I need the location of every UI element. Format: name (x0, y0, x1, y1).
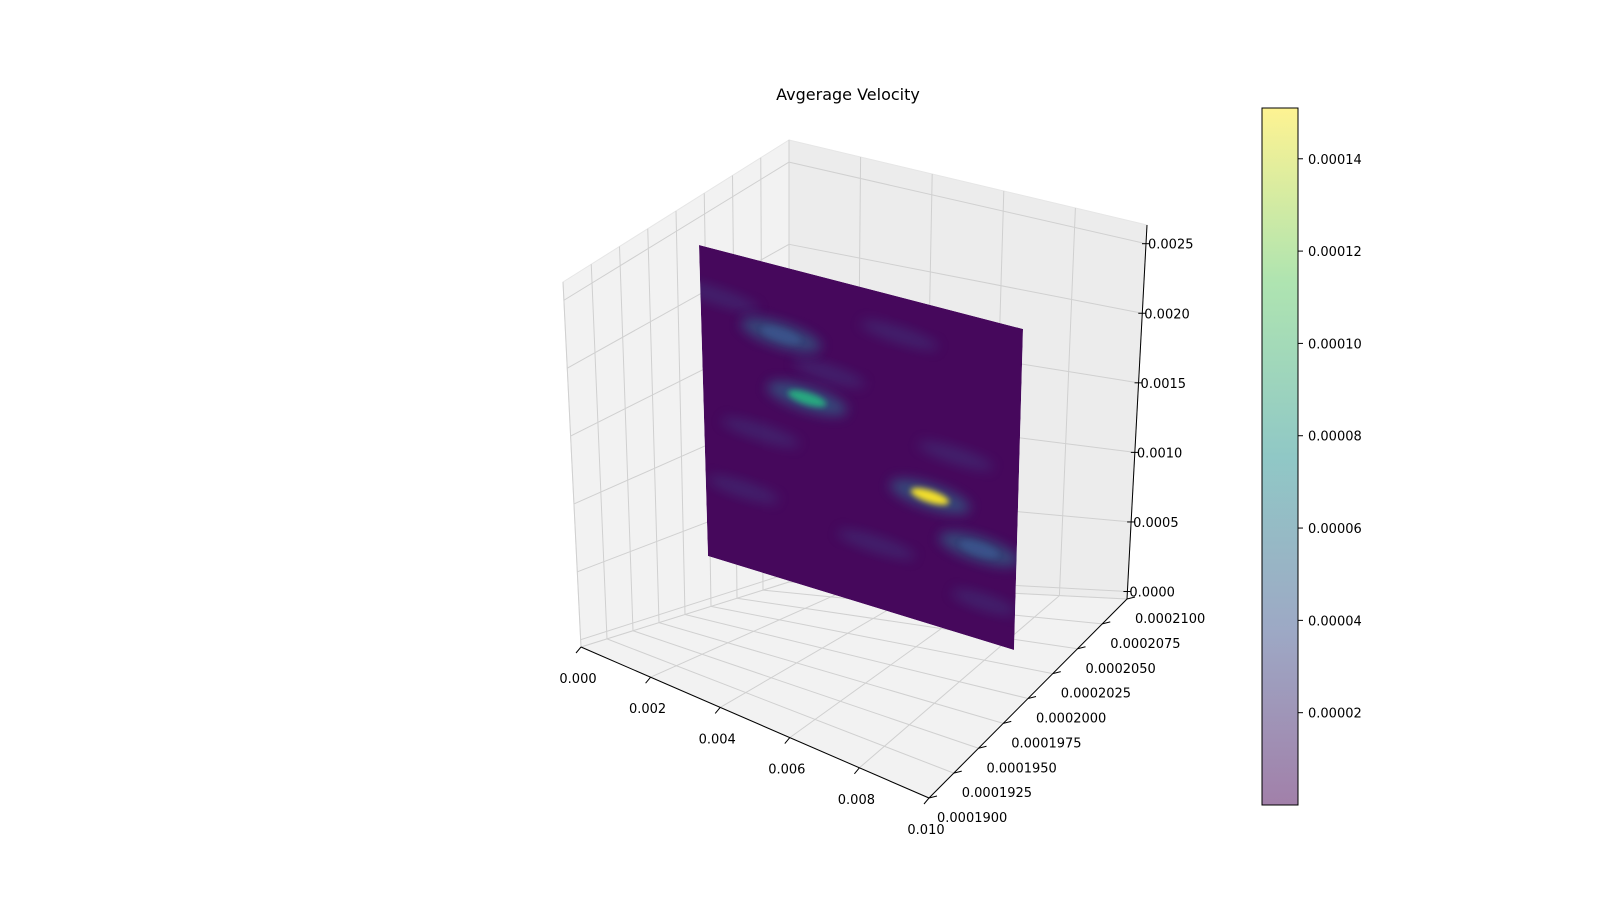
colorbar-tick-label: 0.00014 (1308, 153, 1362, 168)
chart-title: Avgerage Velocity (776, 85, 920, 104)
z-tick-label: 0.0015 (1141, 377, 1187, 392)
colorbar-gradient (1262, 108, 1298, 805)
y-tick-mark (978, 745, 987, 749)
x-tick-label: 0.010 (907, 823, 944, 838)
y-tick-mark (928, 795, 938, 799)
grid-line-y (684, 614, 1029, 699)
y-tick-mark (1003, 720, 1012, 724)
z-tick-label: 0.0010 (1137, 446, 1183, 461)
grid-line-z-left (580, 572, 790, 641)
grid-line-y-left (619, 246, 634, 631)
x-axis-line (580, 646, 930, 799)
y-tick-mark (1126, 596, 1136, 600)
y-tick-label: 0.0002050 (1086, 662, 1156, 677)
surface-streak (707, 475, 779, 504)
x-tick-mark (575, 646, 582, 654)
y-tick-mark (1102, 621, 1111, 625)
x-tick-mark (714, 707, 721, 714)
colorbar-tick-label: 0.00002 (1308, 707, 1362, 722)
y-tick-mark (1027, 696, 1037, 699)
surface-streak (918, 441, 994, 471)
y-tick-label: 0.0002075 (1110, 637, 1180, 652)
y-tick-label: 0.0001975 (1011, 736, 1081, 751)
z-axis-line (1126, 224, 1148, 600)
z-tick-label: 0.0025 (1148, 238, 1194, 253)
surface-hotspot (910, 487, 950, 505)
grid-line-y-left (590, 264, 608, 639)
colorbar-tick-label: 0.00004 (1308, 614, 1362, 629)
z-tick-label: 0.0020 (1144, 307, 1190, 322)
z-axis-ticks: 0.0000 0.0005 0.0010 0.0015 0.0020 0.0025 (1123, 238, 1194, 601)
grid-line-z-back (788, 161, 1147, 245)
z-tick-label: 0.0000 (1129, 586, 1175, 601)
y-tick-label: 0.0001950 (987, 761, 1057, 776)
grid-line-y (606, 638, 954, 774)
colorbar-tick-label: 0.00008 (1308, 430, 1362, 445)
colorbar: 0.00002 0.00004 0.00006 0.00008 0.00010 0.000… (1261, 107, 1362, 806)
x-axis-ticks: 0.000 0.002 0.004 0.006 0.008 0.010 (559, 646, 945, 838)
y-tick-mark (953, 770, 962, 774)
surface-streak (793, 359, 865, 387)
surface-hotspot (960, 540, 999, 558)
x-tick-mark (784, 737, 791, 744)
x-tick-label: 0.004 (699, 732, 736, 747)
x-tick-label: 0.006 (768, 763, 805, 778)
colorbar-tick-label: 0.00012 (1308, 245, 1362, 260)
x-tick-label: 0.000 (559, 672, 596, 687)
grid-line-z-left (563, 161, 790, 301)
grid-line-y-left (647, 228, 660, 623)
z-tick-label: 0.0005 (1133, 516, 1179, 531)
surface-hotspot (761, 326, 801, 344)
y-tick-mark (1077, 646, 1086, 650)
grid-line-y (710, 605, 1053, 675)
surface-streak (860, 320, 939, 350)
colorbar-tick-label: 0.00010 (1308, 337, 1362, 352)
y-axis-ticks: 0.0001900 0.0001925 0.0001950 0.0001975 0.00… (928, 596, 1205, 826)
surface-streak (837, 529, 916, 560)
x-tick-mark (854, 767, 860, 775)
grid-line-y-left (675, 210, 686, 615)
surface-hotspot (788, 390, 827, 407)
surface-streak (721, 417, 800, 447)
y-tick-label: 0.0001925 (962, 786, 1032, 801)
surface-streak (699, 280, 759, 312)
x-tick-label: 0.008 (838, 793, 875, 808)
colorbar-ticks: 0.00002 0.00004 0.00006 0.00008 0.00010 0.000… (1298, 153, 1362, 722)
surface-plane (699, 245, 1023, 650)
colorbar-tick-label: 0.00006 (1308, 522, 1362, 537)
y-tick-label: 0.0001900 (937, 811, 1007, 826)
grid-line-y-left (562, 281, 582, 648)
grid-line-y (632, 630, 979, 749)
y-tick-label: 0.0002000 (1036, 712, 1106, 727)
x-tick-label: 0.002 (629, 702, 666, 717)
grid-line-y (736, 597, 1078, 650)
y-tick-mark (1052, 671, 1061, 675)
y-tick-label: 0.0002100 (1135, 612, 1205, 627)
surface-marks (699, 280, 1020, 616)
colorbar-frame (1261, 107, 1299, 806)
grid-line-z-back (788, 243, 1143, 314)
x-tick-mark (923, 797, 930, 805)
x-tick-mark (645, 676, 651, 684)
y-tick-label: 0.0002025 (1061, 687, 1131, 702)
grid-line-y (658, 622, 1004, 724)
grid-line-x-back (1058, 207, 1076, 596)
surface-streak (951, 589, 1017, 616)
